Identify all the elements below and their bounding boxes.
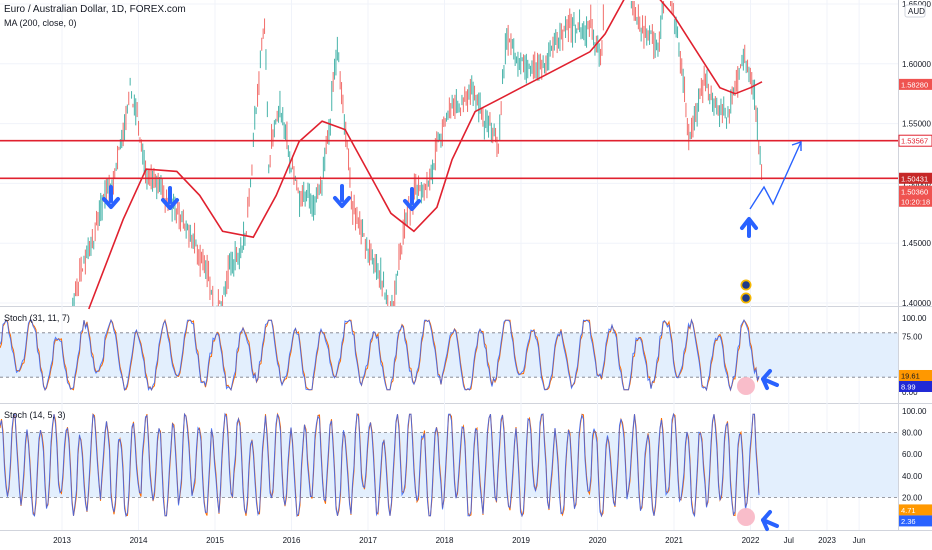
y-tick-label: 1.55000 xyxy=(902,120,931,129)
stoch-tick-label: 60.00 xyxy=(902,450,923,459)
price-badge-line1 xyxy=(899,135,932,147)
x-tick-label: 2015 xyxy=(206,536,224,545)
stoch-tick-label: 75.00 xyxy=(902,333,923,342)
x-tick-label: 2021 xyxy=(665,536,683,545)
stoch1-k-badge-text: 19.61 xyxy=(901,371,920,380)
price-badge-countdown-text: 10:20:18 xyxy=(901,197,930,206)
x-tick-label: Jun xyxy=(853,536,866,545)
stoch1-label: Stoch (31, 11, 7) xyxy=(4,313,70,323)
stoch-tick-label: 0.00 xyxy=(902,388,918,397)
stoch2-label: Stoch (14, 5, 3) xyxy=(4,410,66,420)
price-badge-line2 xyxy=(899,172,932,184)
indicator-label: MA (200, close, 0) xyxy=(4,18,77,28)
x-tick-label: 2020 xyxy=(589,536,607,545)
stoch1-k-line xyxy=(0,318,760,392)
price-candles xyxy=(72,1,763,306)
y-tick-label: 1.50000 xyxy=(902,179,931,188)
x-tick-label: 2013 xyxy=(53,536,71,545)
price-badge-current-text: 1.58280 xyxy=(901,80,928,89)
price-badge-line1-text: 1.53567 xyxy=(901,137,928,146)
stoch2-d-badge-text: 2.36 xyxy=(901,517,916,526)
down-arrow-head xyxy=(333,196,351,208)
down-arrow-head xyxy=(161,198,179,210)
x-tick-label: 2022 xyxy=(742,536,760,545)
projection-arrow-head xyxy=(791,141,802,151)
price-badge-countdown xyxy=(899,195,932,207)
projection-path xyxy=(749,141,802,210)
x-tick-label: 2023 xyxy=(818,536,836,545)
price-badge-line1-border xyxy=(898,134,932,147)
y-tick-label: 1.45000 xyxy=(902,239,931,248)
stoch-tick-label: 40.00 xyxy=(902,472,923,481)
ma-200-line xyxy=(88,0,763,310)
stoch2-k-line xyxy=(0,412,760,518)
left-arrow-head xyxy=(761,510,772,531)
left-arrow-head xyxy=(761,369,772,390)
price-badge-last-text: 1.50360 xyxy=(901,187,928,196)
price-badge-last xyxy=(899,185,932,197)
currency-badge xyxy=(904,4,926,18)
support-lines xyxy=(0,139,898,180)
axes: 1.400001.450001.500001.550001.600001.650… xyxy=(53,0,931,545)
x-tick-label: 2019 xyxy=(512,536,530,545)
stoch2-d-badge xyxy=(899,515,932,527)
chart-title: Euro / Australian Dollar, 1D, FOREX.com xyxy=(4,4,186,15)
y-tick-label: 1.60000 xyxy=(902,60,931,69)
moving-average xyxy=(88,0,763,310)
up-arrow-head xyxy=(740,217,758,230)
down-arrow-head xyxy=(102,197,120,209)
stoch1-d-badge-text: 8.99 xyxy=(901,382,916,391)
event-icon-core xyxy=(742,294,750,302)
stoch-tick-label: 80.00 xyxy=(902,429,923,438)
stoch-tick-label: 100.00 xyxy=(902,314,927,323)
stoch1-k-badge xyxy=(899,369,932,381)
stoch2-k-badge xyxy=(899,504,932,516)
x-tick-label: Jul xyxy=(784,536,794,545)
stoch-tick-label: 100.00 xyxy=(902,407,927,416)
stoch-tick-label: 20.00 xyxy=(902,493,923,502)
stoch2-k-badge-text: 4.71 xyxy=(901,506,916,515)
price-badge-current xyxy=(899,78,932,90)
stochastic-lines xyxy=(0,318,760,518)
x-tick-label: 2016 xyxy=(283,536,301,545)
x-tick-label: 2014 xyxy=(130,536,148,545)
price-badge-line2-text: 1.50431 xyxy=(901,174,928,183)
oversold-marker-1 xyxy=(737,377,755,395)
currency-label: AUD xyxy=(908,7,925,16)
event-icon-core xyxy=(742,281,750,289)
x-tick-label: 2017 xyxy=(359,536,377,545)
y-tick-label: 1.40000 xyxy=(902,299,931,308)
oversold-marker-2 xyxy=(737,508,755,526)
x-tick-label: 2018 xyxy=(436,536,454,545)
stoch1-d-badge xyxy=(899,380,932,392)
annotation-arrows xyxy=(102,141,802,531)
down-arrow-head xyxy=(403,199,421,211)
